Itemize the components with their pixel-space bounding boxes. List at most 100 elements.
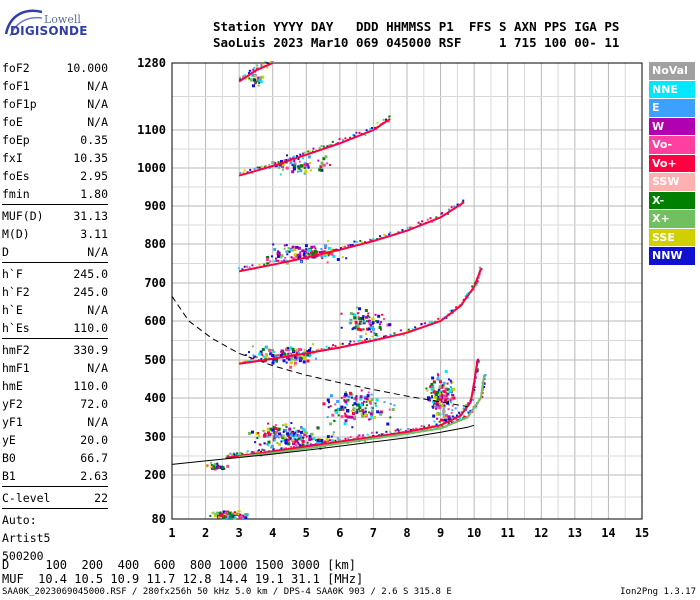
echo-point [452, 420, 455, 423]
echo-point [277, 259, 280, 262]
echo-point [284, 423, 288, 427]
echo-point [318, 147, 321, 150]
param-row: fxI 10.35 [2, 149, 108, 167]
echo-point [263, 449, 266, 452]
echo-point [359, 322, 363, 326]
echo-point [246, 450, 249, 453]
echo-point [272, 348, 275, 351]
echo-point [472, 288, 475, 291]
echo-point [355, 240, 358, 243]
echo-point [251, 73, 255, 77]
echo-point [367, 319, 371, 323]
echo-point [301, 357, 304, 360]
echo-point [308, 438, 312, 442]
echo-point [267, 440, 271, 444]
echo-point [365, 337, 368, 340]
echo-point [356, 325, 360, 329]
echo-point [465, 403, 468, 406]
echo-point [223, 515, 226, 518]
echo-point [347, 395, 351, 399]
echo-point [449, 386, 452, 389]
echo-point [341, 408, 344, 411]
echo-point [293, 355, 297, 359]
x-tick-label: 6 [336, 526, 343, 540]
echo-point [221, 466, 225, 470]
echo-point [298, 160, 301, 163]
echo-point [293, 358, 296, 361]
x-tick-label: 10 [467, 526, 481, 540]
echo-point [438, 406, 442, 410]
echo-point [216, 465, 219, 468]
echo-point [225, 515, 228, 518]
header-row1: Station YYYY DAY DDD HHMMSS P1 FFS S AXN… [213, 19, 620, 34]
echo-point [334, 403, 337, 406]
param-value: 66.7 [80, 451, 108, 465]
echo-point [258, 78, 262, 82]
echo-point [453, 205, 456, 208]
echo-point [279, 353, 283, 357]
echo-point [452, 396, 456, 400]
echo-point [450, 401, 453, 404]
echo-point [366, 394, 370, 398]
echo-point [353, 417, 356, 420]
echo-point [479, 266, 482, 269]
echo-point [358, 406, 362, 410]
param-row: C-level 22 [2, 489, 108, 507]
echo-point [245, 513, 249, 517]
echo-point [297, 356, 300, 359]
echo-point [357, 403, 361, 407]
param-row: foEs 2.95 [2, 167, 108, 185]
echo-point [286, 154, 289, 157]
echo-point [268, 167, 271, 170]
echo-point [297, 441, 300, 444]
echo-point [283, 247, 286, 250]
echo-point [428, 424, 431, 427]
echo-point [210, 466, 213, 469]
echo-point [297, 246, 301, 250]
echo-point [290, 421, 293, 424]
legend-item-x-: X+ [649, 210, 695, 228]
param-name: yF2 [2, 397, 23, 411]
echo-point [328, 401, 331, 404]
echo-point [307, 150, 310, 153]
echo-point [244, 77, 247, 80]
echo-point [465, 293, 468, 296]
echo-point [280, 256, 283, 259]
echo-point [307, 349, 311, 353]
echo-point [371, 407, 374, 410]
echo-point [447, 416, 451, 420]
echo-point [361, 340, 364, 343]
echo-point [427, 396, 431, 400]
echo-point [362, 321, 366, 325]
echo-point [238, 267, 241, 270]
echo-point [293, 364, 296, 367]
echo-point [353, 402, 357, 406]
param-value: 10.35 [73, 151, 108, 165]
echo-point [480, 268, 483, 271]
echo-point [347, 244, 350, 247]
echo-point [297, 347, 301, 351]
echo-point [257, 434, 260, 437]
echo-point [428, 321, 431, 324]
echo-point [452, 394, 455, 397]
echo-point [258, 352, 262, 356]
echo-point [296, 351, 300, 355]
echo-point [246, 360, 249, 363]
echo-point [268, 163, 271, 166]
x-tick-label: 2 [202, 526, 209, 540]
echo-point [291, 170, 295, 174]
echo-point [297, 166, 301, 170]
echo-point [435, 405, 439, 409]
echo-point [464, 415, 467, 418]
echo-point [231, 453, 234, 456]
echo-point [438, 380, 442, 384]
echo-point [251, 264, 254, 267]
echo-point [463, 407, 466, 410]
echo-point [405, 330, 408, 333]
echo-point [433, 404, 436, 407]
echo-point [229, 452, 232, 455]
echo-point [364, 413, 368, 417]
param-name: M(D) [2, 227, 30, 241]
echo-point [414, 326, 417, 329]
echo-point [369, 324, 372, 327]
